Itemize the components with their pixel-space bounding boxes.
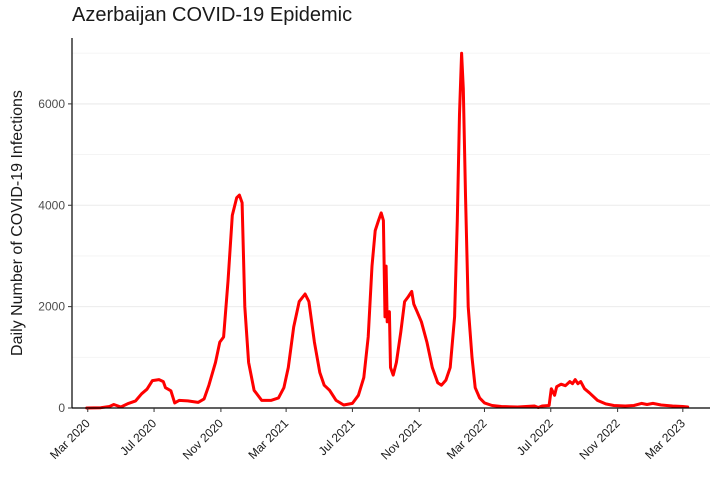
x-tick-label: Nov 2022: [577, 416, 623, 462]
y-tick-label: 4000: [38, 198, 65, 212]
chart-title: Azerbaijan COVID-19 Epidemic: [72, 4, 353, 26]
x-ticks: Mar 2020 Jul 2020 Nov 2020 Mar 2021 Jul 2021…: [47, 408, 688, 462]
x-tick-label: Nov 2020: [180, 416, 226, 462]
y-tick-label: 0: [58, 401, 65, 415]
x-tick-label: Nov 2021: [378, 416, 424, 462]
x-tick-label: Mar 2021: [245, 416, 291, 462]
x-tick-label: Mar 2022: [444, 416, 490, 462]
y-tick-label: 2000: [38, 300, 65, 314]
y-tick-label: 6000: [38, 97, 65, 111]
x-tick-label: Jul 2022: [514, 416, 556, 458]
y-ticks: 0 2000 4000 6000: [38, 97, 72, 415]
axis-layer: [71, 38, 710, 409]
grid-layer: [72, 52, 710, 358]
x-tick-label: Jul 2020: [117, 416, 159, 458]
series-line: [85, 51, 690, 410]
x-tick-label: Mar 2023: [642, 416, 688, 462]
y-axis-title: Daily Number of COVID-19 Infections: [9, 90, 26, 356]
x-tick-label: Mar 2020: [47, 416, 93, 462]
x-tick-label: Jul 2021: [316, 416, 358, 458]
series-layer: [85, 51, 690, 410]
